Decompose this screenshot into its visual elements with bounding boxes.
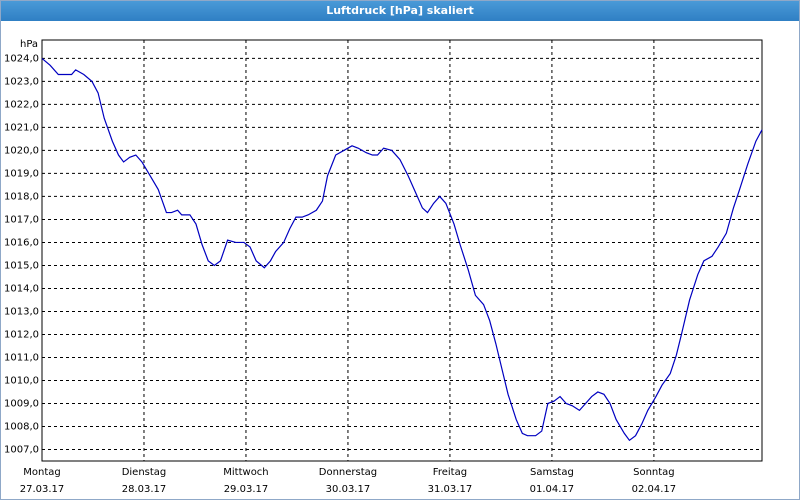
y-tick-label: 1010,0 bbox=[4, 375, 39, 386]
plot-area bbox=[41, 39, 763, 462]
y-tick-label: 1012,0 bbox=[4, 329, 39, 340]
x-tick-date: 02.04.17 bbox=[632, 484, 677, 495]
y-tick-label: 1023,0 bbox=[4, 76, 39, 87]
x-tick-date: 27.03.17 bbox=[20, 484, 65, 495]
y-tick-label: 1018,0 bbox=[4, 191, 39, 202]
y-tick-label: 1016,0 bbox=[4, 237, 39, 248]
x-tick-label: Dienstag bbox=[122, 467, 167, 478]
x-tick-label: Freitag bbox=[433, 467, 467, 478]
x-tick-label: Mittwoch bbox=[223, 467, 268, 478]
y-tick-label: 1013,0 bbox=[4, 306, 39, 317]
y-unit: hPa bbox=[20, 39, 38, 50]
y-tick-label: 1019,0 bbox=[4, 168, 39, 179]
line-series bbox=[41, 57, 763, 442]
y-tick-label: 1022,0 bbox=[4, 99, 39, 110]
chart: hPa 1007,0 1008,0 1009,0 1010,0 1011,0 1012,0… bbox=[4, 39, 763, 495]
x-tick-label: Donnerstag bbox=[319, 467, 377, 478]
y-tick-label: 1017,0 bbox=[4, 214, 39, 225]
x-tick-date: 31.03.17 bbox=[428, 484, 473, 495]
y-tick-label: 1011,0 bbox=[4, 352, 39, 363]
y-tick-label: 1021,0 bbox=[4, 122, 39, 133]
x-tick-date: 29.03.17 bbox=[224, 484, 269, 495]
y-tick-label: 1014,0 bbox=[4, 283, 39, 294]
window-title: Luftdruck [hPa] skaliert bbox=[1, 1, 799, 21]
x-tick-date: 28.03.17 bbox=[122, 484, 167, 495]
x-tick-date: 30.03.17 bbox=[326, 484, 371, 495]
y-tick-label: 1008,0 bbox=[4, 421, 39, 432]
y-tick-label: 1009,0 bbox=[4, 398, 39, 409]
y-tick-label: 1024,0 bbox=[4, 53, 39, 64]
x-tick-label: Montag bbox=[23, 467, 60, 478]
x-tick-label: Sonntag bbox=[633, 467, 675, 478]
y-tick-label: 1020,0 bbox=[4, 145, 39, 156]
y-tick-label: 1015,0 bbox=[4, 260, 39, 271]
x-tick-label: Samstag bbox=[530, 467, 574, 478]
x-tick-date: 01.04.17 bbox=[530, 484, 575, 495]
y-tick-label: 1007,0 bbox=[4, 444, 39, 455]
